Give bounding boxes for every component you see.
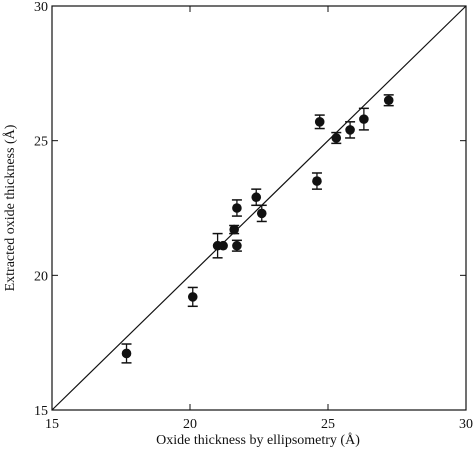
y-tick-label: 30	[34, 0, 48, 15]
y-axis-label: Extracted oxide thickness (Å)	[2, 124, 18, 291]
reference-line	[51, 5, 467, 411]
data-marker	[218, 240, 228, 251]
data-marker	[256, 208, 267, 219]
x-tick-label: 25	[321, 417, 335, 432]
x-tick-label: 20	[183, 417, 197, 432]
x-axis-ticks: 15 20 25 30	[45, 6, 473, 432]
data-point	[345, 121, 356, 139]
data-marker	[232, 203, 242, 213]
data-marker	[345, 125, 355, 135]
x-tick-label: 30	[459, 417, 473, 432]
data-point	[187, 286, 198, 308]
y-tick-label: 25	[34, 135, 48, 150]
x-tick-label: 15	[45, 417, 59, 432]
data-marker	[383, 95, 394, 106]
data-point	[383, 94, 394, 107]
plot-area	[51, 5, 467, 411]
data-point	[218, 240, 228, 251]
data-point	[251, 188, 262, 207]
data-marker	[121, 348, 132, 359]
x-axis-label: Oxide thickness by ellipsometry (Å)	[156, 432, 360, 448]
data-point	[331, 131, 342, 145]
data-point	[231, 239, 242, 252]
data-marker	[314, 117, 325, 127]
data-point	[311, 172, 322, 190]
data-marker	[187, 292, 198, 302]
data-point	[256, 204, 267, 223]
data-point	[231, 199, 242, 217]
data-marker	[331, 133, 342, 143]
data-point	[358, 107, 369, 131]
data-point	[121, 343, 132, 364]
y-axis-ticks: 15 20 25 30	[34, 0, 466, 419]
plot-frame	[51, 5, 467, 411]
y-tick-label: 20	[34, 269, 48, 284]
data-marker	[359, 114, 369, 124]
data-marker	[251, 192, 262, 203]
data-marker	[312, 176, 322, 186]
data-point	[314, 114, 325, 130]
data-point	[229, 224, 240, 235]
data-marker	[232, 240, 242, 251]
data-marker	[229, 224, 239, 235]
y-tick-label: 15	[34, 404, 48, 419]
